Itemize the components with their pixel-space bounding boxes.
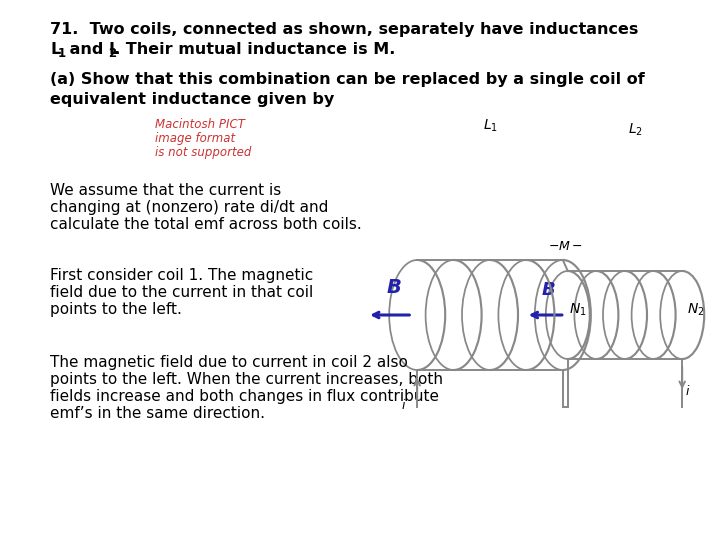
Text: Macintosh PICT: Macintosh PICT <box>155 118 245 131</box>
Text: B: B <box>542 281 556 299</box>
Text: $i$: $i$ <box>401 398 406 412</box>
Text: (a) Show that this combination can be replaced by a single coil of: (a) Show that this combination can be re… <box>50 72 644 87</box>
Text: is not supported: is not supported <box>155 146 251 159</box>
Text: We assume that the current is: We assume that the current is <box>50 183 282 198</box>
Text: points to the left. When the current increases, both: points to the left. When the current inc… <box>50 372 443 387</box>
Text: 71.  Two coils, connected as shown, separately have inductances: 71. Two coils, connected as shown, separ… <box>50 22 639 37</box>
Text: equivalent inductance given by: equivalent inductance given by <box>50 92 334 107</box>
Text: $N_1$: $N_1$ <box>569 302 586 318</box>
Text: image format: image format <box>155 132 235 145</box>
Text: The magnetic field due to current in coil 2 also: The magnetic field due to current in coi… <box>50 355 408 370</box>
Text: $L_2$: $L_2$ <box>628 122 642 138</box>
Text: $i$: $i$ <box>685 384 690 398</box>
Text: fields increase and both changes in flux contribute: fields increase and both changes in flux… <box>50 389 439 404</box>
Text: L: L <box>50 42 60 57</box>
Text: calculate the total emf across both coils.: calculate the total emf across both coil… <box>50 217 361 232</box>
Text: emf’s in the same direction.: emf’s in the same direction. <box>50 406 265 421</box>
Text: field due to the current in that coil: field due to the current in that coil <box>50 285 313 300</box>
Text: First consider coil 1. The magnetic: First consider coil 1. The magnetic <box>50 268 313 283</box>
Text: B: B <box>387 278 402 297</box>
Text: changing at (nonzero) rate di/dt and: changing at (nonzero) rate di/dt and <box>50 200 328 215</box>
Text: $N_2$: $N_2$ <box>687 302 705 318</box>
Text: 1: 1 <box>58 47 66 60</box>
Text: $-M-$: $-M-$ <box>548 240 582 253</box>
Text: $L_1$: $L_1$ <box>482 118 498 134</box>
Text: 2: 2 <box>108 47 116 60</box>
Text: points to the left.: points to the left. <box>50 302 182 317</box>
Text: and L: and L <box>64 42 120 57</box>
Text: . Their mutual inductance is M.: . Their mutual inductance is M. <box>114 42 395 57</box>
